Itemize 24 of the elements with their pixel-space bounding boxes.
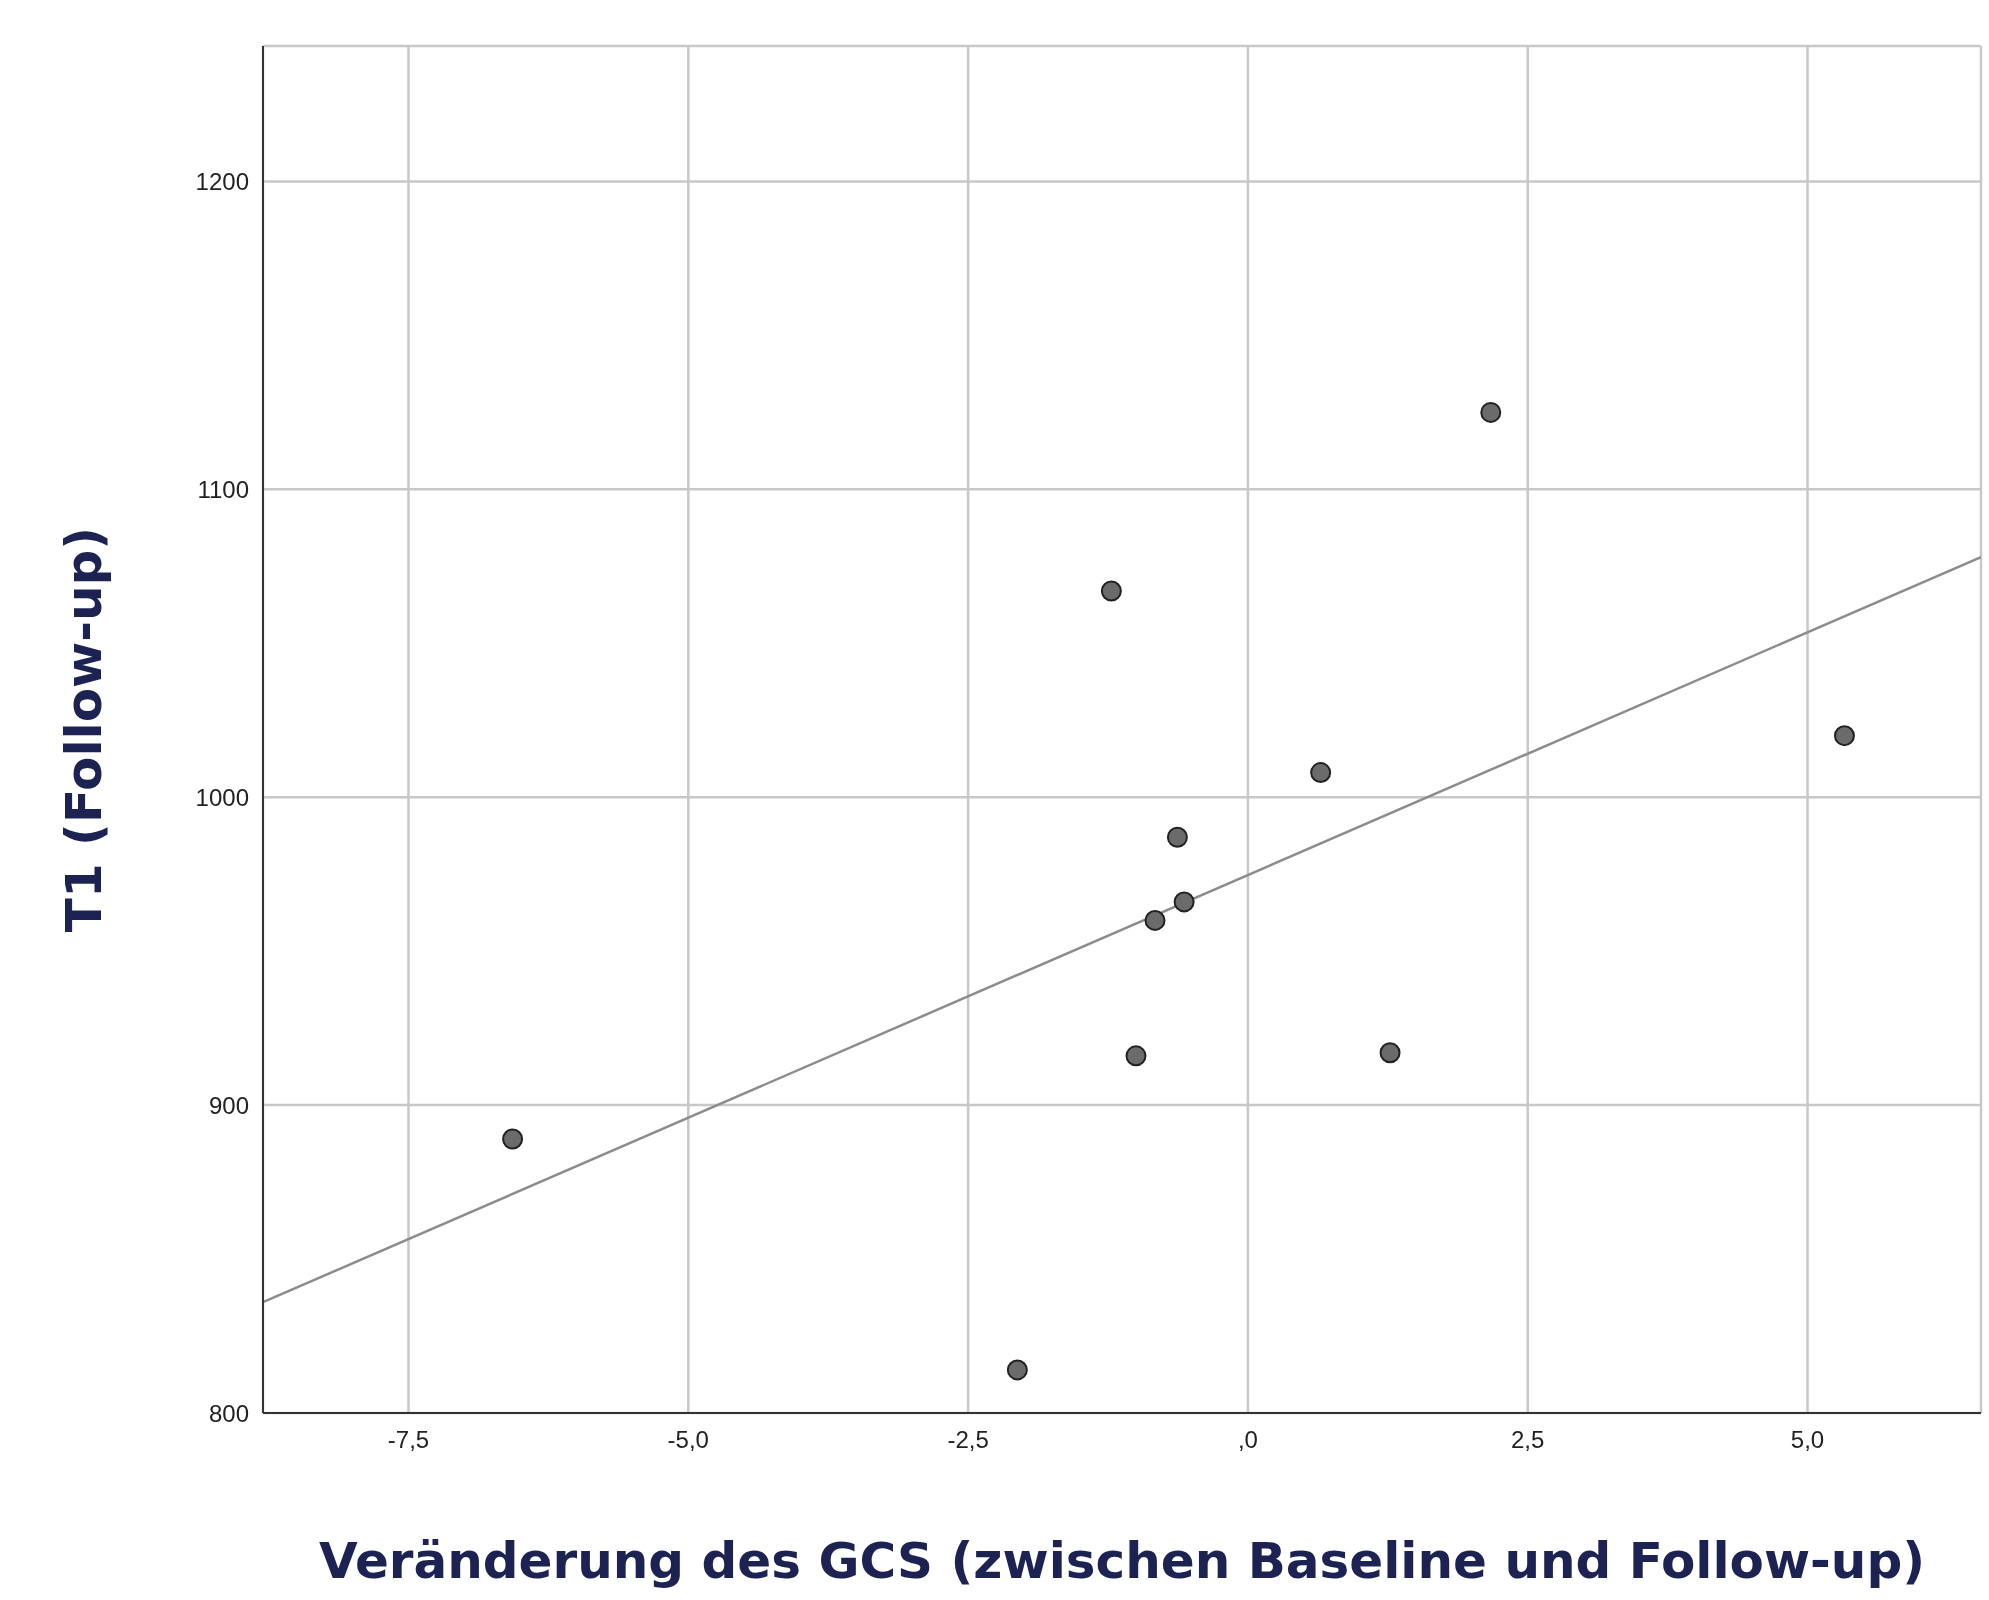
point — [1100, 580, 1122, 602]
x-axis-title: Veränderung des GCS (zwischen Baseline und Follow-up) — [318, 1532, 1926, 1590]
y-tick-label: 1200 — [195, 167, 249, 195]
x-tick-label: -2,5 — [947, 1426, 989, 1454]
x-tick-label: -5,0 — [667, 1426, 709, 1454]
x-tick-label: ,0 — [1237, 1426, 1258, 1454]
y-tick-label: 800 — [208, 1399, 249, 1427]
point — [1310, 762, 1332, 784]
point — [1166, 826, 1188, 848]
point — [502, 1128, 524, 1150]
point — [1480, 401, 1502, 423]
point — [1144, 909, 1166, 931]
point — [1125, 1045, 1147, 1067]
y-axis-title: T1 (Follow-up) — [54, 526, 113, 933]
point — [1006, 1359, 1028, 1381]
point — [1379, 1042, 1401, 1064]
y-tick-label: 1000 — [195, 783, 249, 811]
point — [1173, 891, 1195, 913]
y-tick-label: 900 — [208, 1091, 249, 1119]
point — [1833, 725, 1855, 747]
y-tick-label: 1100 — [197, 475, 249, 503]
x-tick-label: -7,5 — [387, 1426, 430, 1454]
x-tick-label: 5,0 — [1790, 1426, 1825, 1454]
x-tick-label: 2,5 — [1511, 1426, 1545, 1454]
